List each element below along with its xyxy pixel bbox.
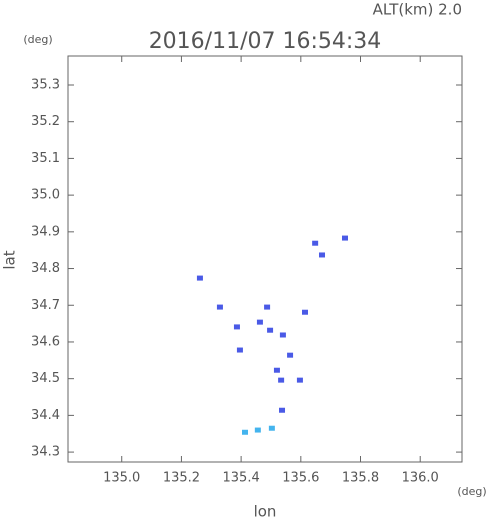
echo-point — [254, 427, 261, 433]
y-tick-label: 34.3 — [31, 445, 60, 460]
echo-point — [312, 240, 319, 246]
y-tick-label: 34.9 — [31, 224, 60, 239]
echo-point — [287, 352, 294, 358]
echo-point — [268, 425, 275, 431]
x-tick-label: 135.8 — [342, 471, 379, 486]
x-unit: (deg) — [457, 485, 486, 498]
y-axis-label: lat — [1, 250, 19, 269]
y-tick-label: 35.1 — [31, 151, 60, 166]
echo-point — [341, 235, 348, 241]
echo-point — [273, 367, 280, 373]
echo-point — [256, 319, 263, 325]
echo-point — [301, 309, 308, 315]
echo-point — [267, 327, 274, 333]
echo-point — [264, 304, 271, 310]
y-tick-label: 34.8 — [31, 261, 60, 276]
y-tick-label: 34.5 — [31, 371, 60, 386]
x-tick-label: 135.4 — [223, 471, 260, 486]
echo-point — [296, 377, 303, 383]
echo-point — [236, 347, 243, 353]
y-unit: (deg) — [23, 33, 52, 46]
y-tick-label: 34.6 — [31, 334, 60, 349]
plot-frame — [67, 55, 463, 463]
echo-point — [279, 332, 286, 338]
y-tick-label: 34.7 — [31, 298, 60, 313]
chart-title: 2016/11/07 16:54:34 — [149, 29, 382, 54]
x-tick-label: 135.2 — [163, 471, 200, 486]
x-tick-label: 135.0 — [103, 471, 140, 486]
echo-point — [216, 304, 223, 310]
echo-point — [233, 324, 240, 330]
echo-point — [196, 275, 203, 281]
y-tick-label: 35.2 — [31, 114, 60, 129]
echo-point — [242, 429, 249, 435]
y-tick-label: 34.4 — [31, 408, 60, 423]
echo-point — [319, 252, 326, 258]
y-tick-label: 35.3 — [31, 78, 60, 93]
x-tick-label: 136.0 — [402, 471, 439, 486]
echo-point — [279, 407, 286, 413]
altitude-label: ALT(km) 2.0 — [373, 1, 462, 19]
x-axis-label: lon — [254, 503, 277, 521]
x-tick-label: 135.6 — [282, 471, 319, 486]
echo-point — [278, 377, 285, 383]
y-tick-label: 35.0 — [31, 188, 60, 203]
